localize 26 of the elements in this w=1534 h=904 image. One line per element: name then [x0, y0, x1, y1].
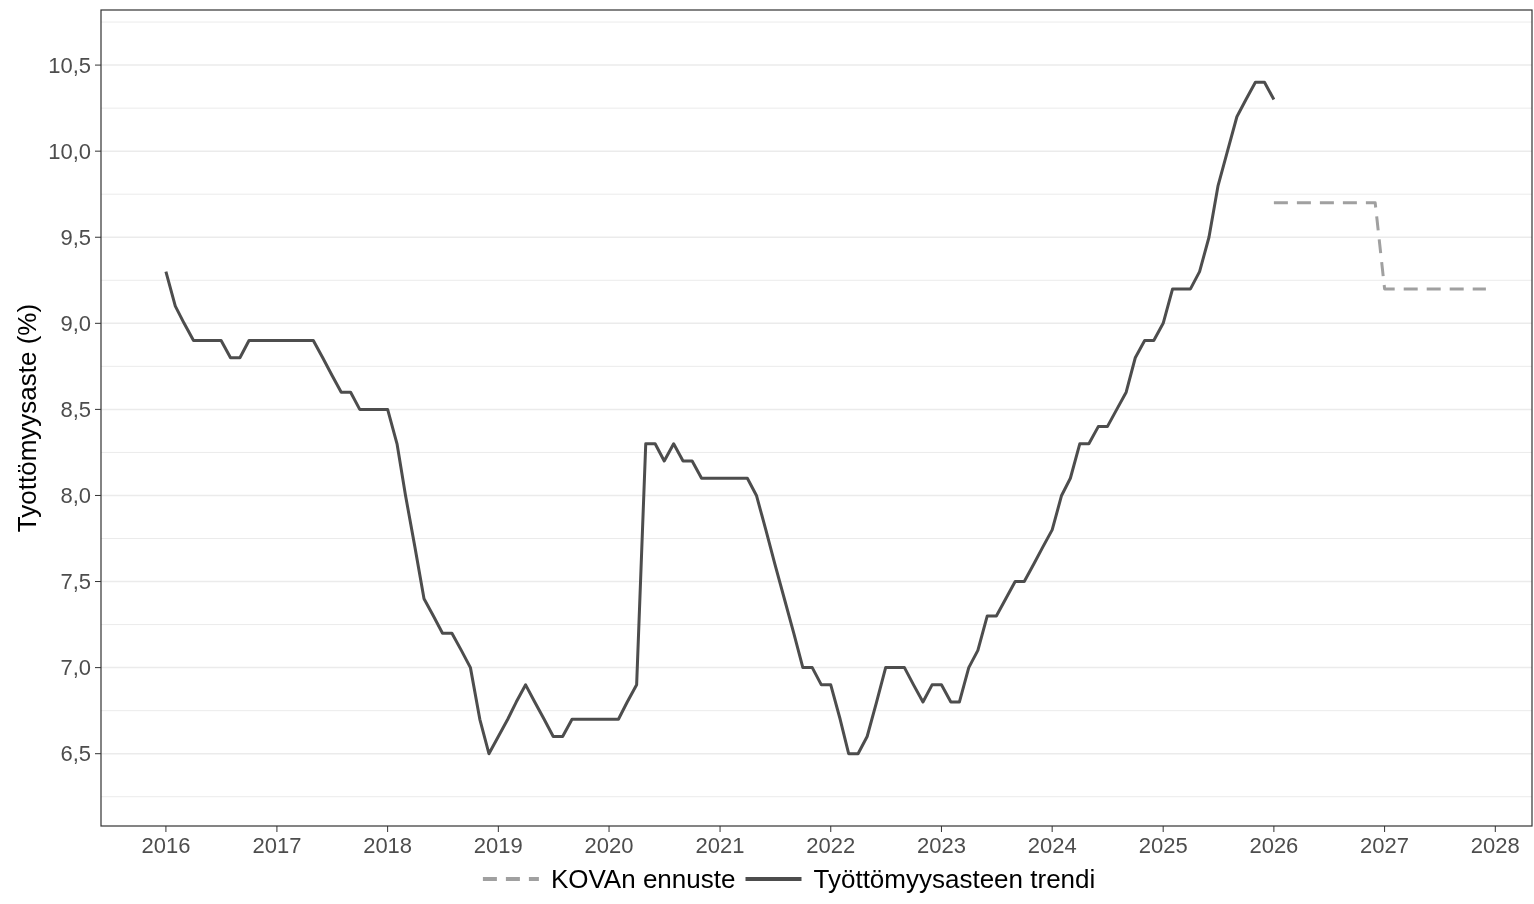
legend-label: Työttömyysasteen trendi: [813, 864, 1096, 894]
y-tick-label: 9,0: [60, 311, 91, 337]
y-tick-label: 7,5: [60, 569, 91, 595]
y-tick-label: 6,5: [60, 741, 91, 767]
x-tick-label: 2024: [1027, 833, 1077, 858]
legend-label: KOVAn ennuste: [550, 864, 736, 894]
x-tick-label: 2028: [1470, 833, 1520, 858]
x-tick-label: 2018: [363, 833, 413, 858]
y-tick-label: 9,5: [60, 224, 91, 250]
y-axis-title: Tyottömyysaste (%): [12, 303, 42, 533]
x-tick-label: 2022: [806, 833, 856, 858]
line-series: [164, 80, 1276, 756]
y-tick-label: 7,0: [60, 655, 91, 681]
y-tick-label: 8,5: [60, 397, 91, 423]
y-tick-label: 10,5: [48, 52, 91, 78]
x-tick-label: 2020: [584, 833, 634, 858]
y-tick-label: 8,0: [60, 483, 91, 509]
x-tick-label: 2021: [695, 833, 745, 858]
x-tick-label: 2026: [1249, 833, 1299, 858]
x-tick-label: 2017: [252, 833, 302, 858]
x-tick-label: 2019: [473, 833, 523, 858]
x-tick-label: 2023: [916, 833, 966, 858]
y-tick-label: 10,0: [48, 138, 91, 164]
x-tick-label: 2016: [141, 833, 191, 858]
x-tick-label: 2025: [1138, 833, 1188, 858]
x-tick-label: 2027: [1360, 833, 1410, 858]
